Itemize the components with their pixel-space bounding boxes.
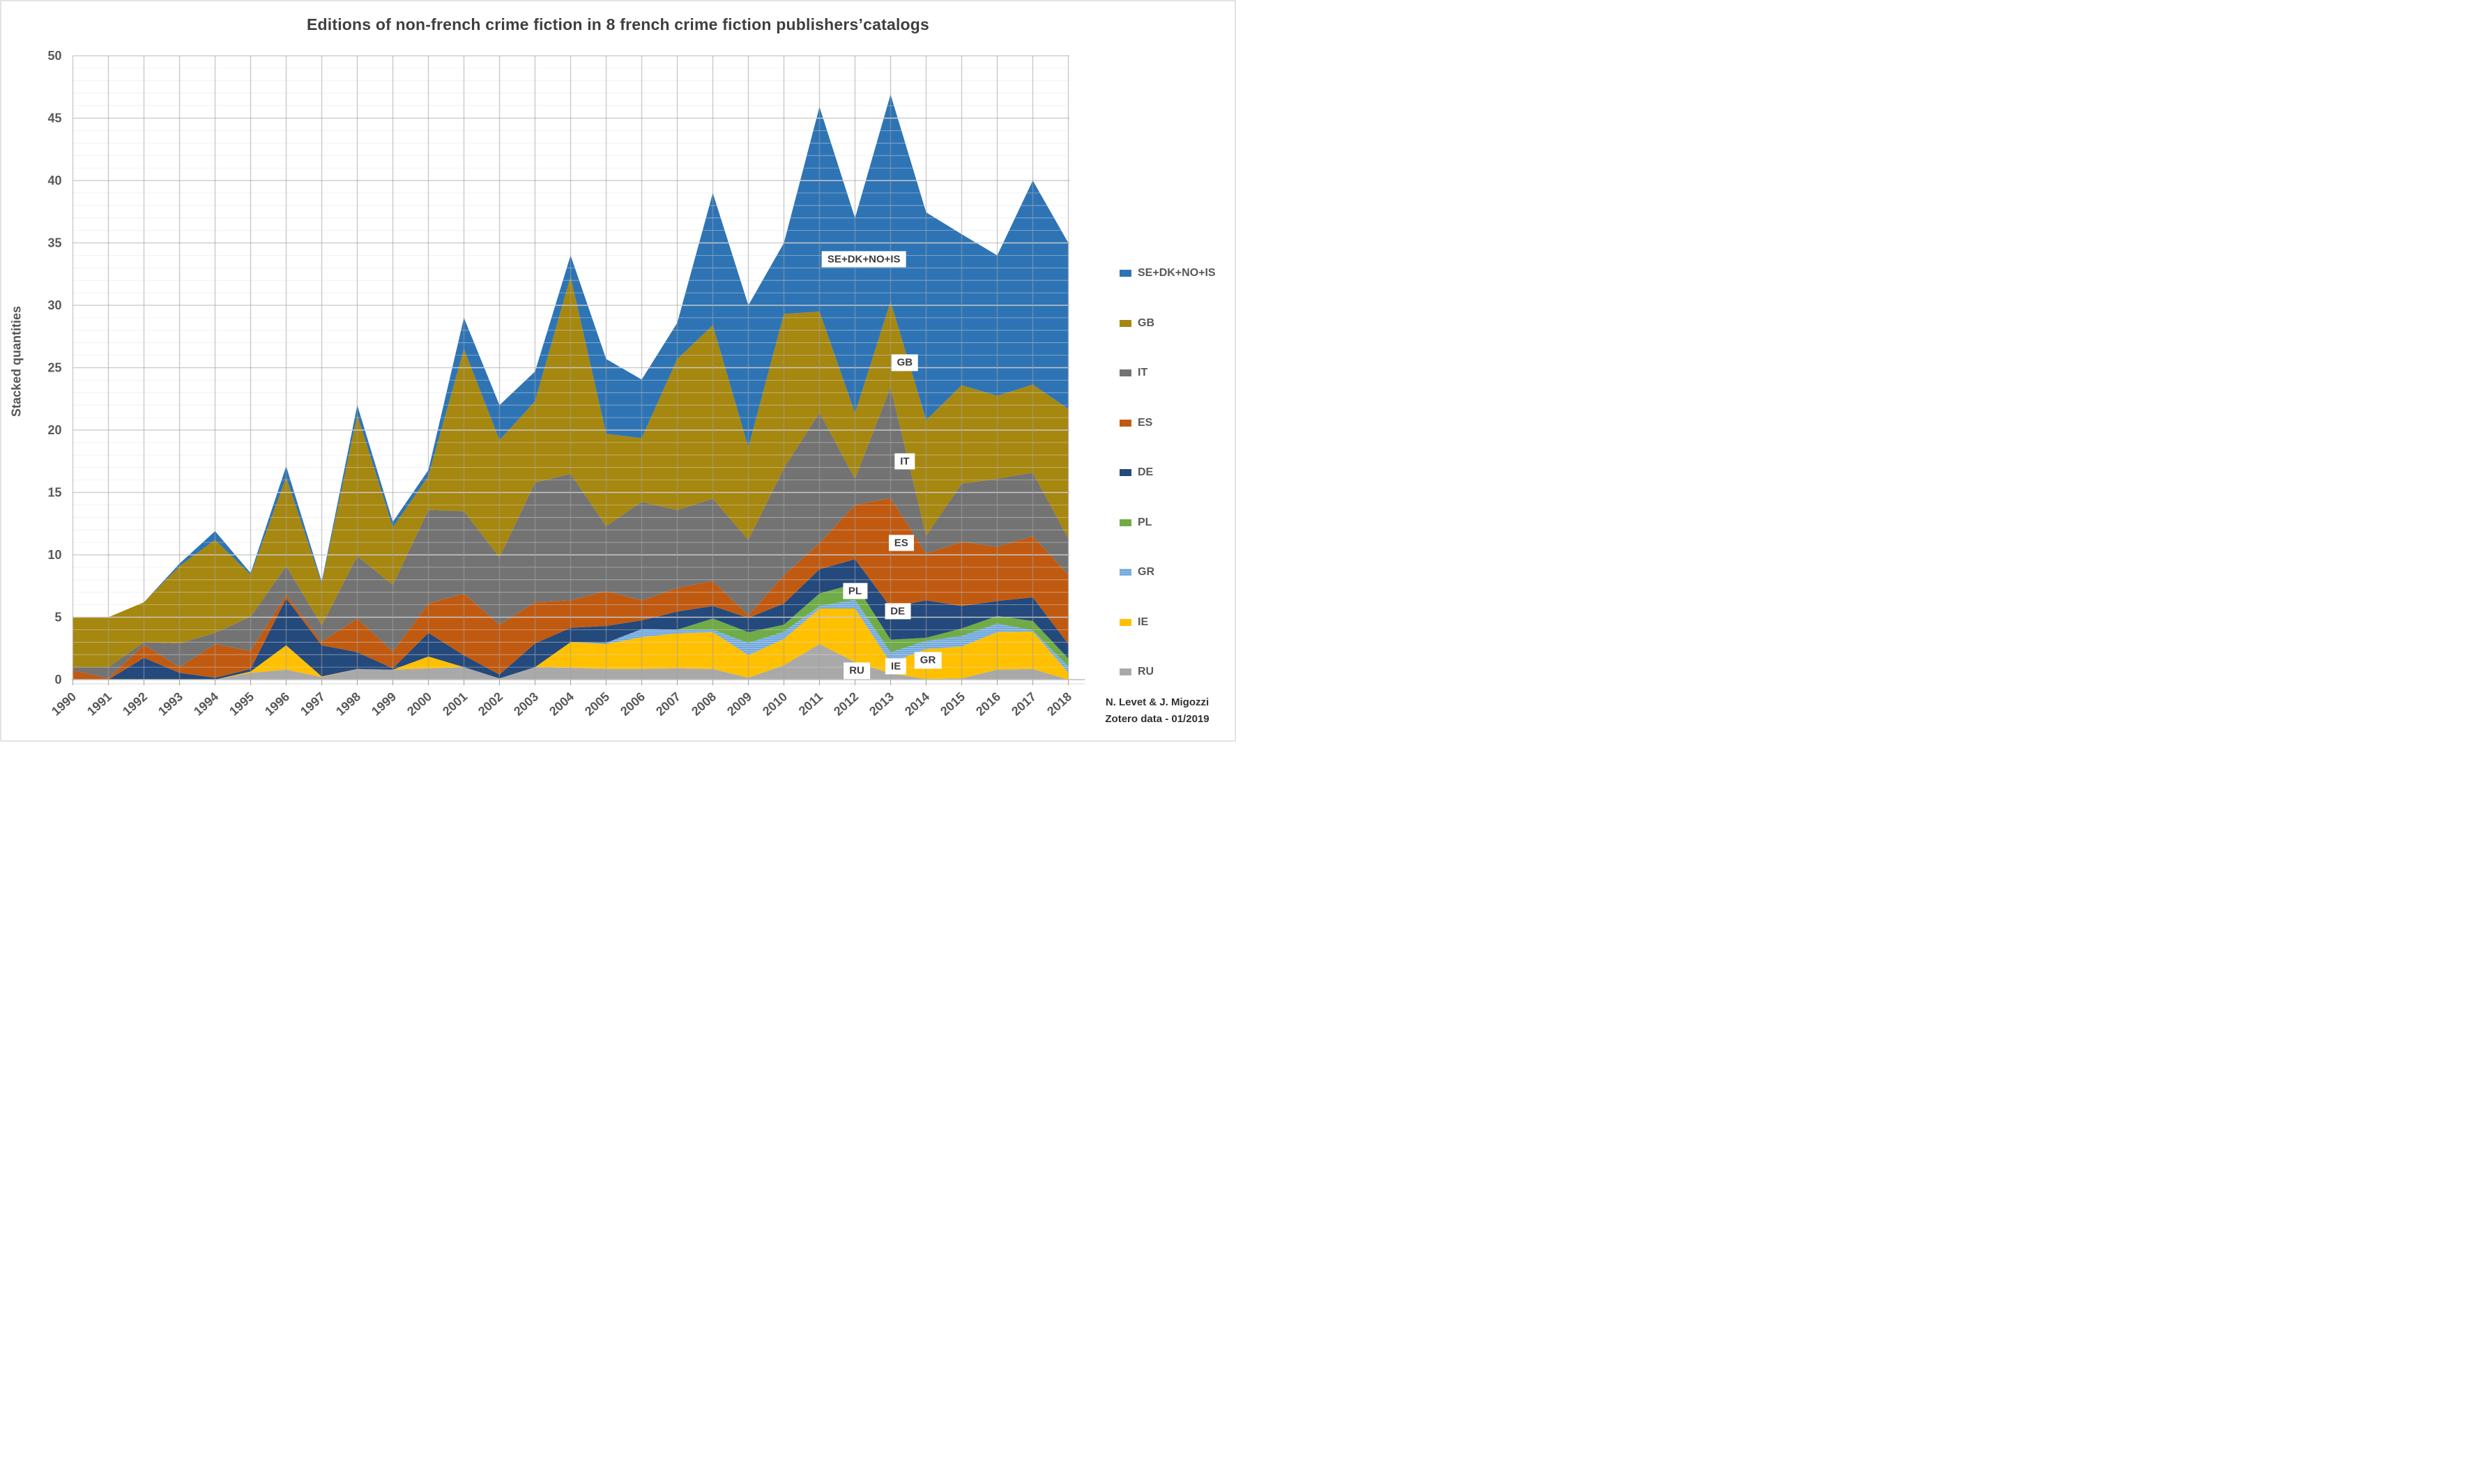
- svg-text:1997: 1997: [298, 689, 328, 719]
- svg-text:15: 15: [47, 486, 61, 500]
- svg-text:1998: 1998: [333, 689, 363, 719]
- legend-item-PL: PL: [1120, 516, 1152, 530]
- chart-canvas: { "title": "Editions of non-french crime…: [0, 0, 1236, 742]
- legend-item-IE: IE: [1120, 615, 1148, 629]
- svg-text:0: 0: [54, 673, 61, 687]
- svg-text:2015: 2015: [938, 689, 968, 719]
- svg-text:2009: 2009: [724, 689, 754, 719]
- svg-text:20: 20: [47, 423, 61, 437]
- svg-text:40: 40: [47, 174, 61, 188]
- y-axis-tick-labels: 0 5 10 15 20 25 30 35 40 45 50: [47, 49, 61, 687]
- series-label-IE: IE: [885, 658, 907, 675]
- legend-swatch-GR: [1120, 569, 1131, 576]
- legend-label: IE: [1138, 615, 1149, 628]
- axes: [71, 679, 1085, 685]
- legend-swatch-ES: [1120, 419, 1131, 427]
- svg-text:1994: 1994: [191, 689, 221, 719]
- legend-label: GB: [1138, 316, 1154, 329]
- stacked-area-plot: 0 5 10 15 20 25 30 35 40 45 50 1990 1991 1992 1993 1994…: [47, 49, 1085, 719]
- svg-text:1999: 1999: [369, 689, 399, 719]
- legend-swatch-SE-DK-NO-IS: [1120, 270, 1131, 277]
- svg-text:2002: 2002: [475, 689, 505, 719]
- series-label-DE: DE: [885, 602, 911, 620]
- svg-text:2018: 2018: [1044, 689, 1074, 719]
- svg-text:2000: 2000: [404, 689, 434, 719]
- series-label-GR: GR: [914, 652, 942, 668]
- svg-text:2014: 2014: [902, 689, 932, 719]
- legend-label: PL: [1138, 516, 1152, 528]
- svg-text:2013: 2013: [867, 689, 897, 719]
- svg-text:2001: 2001: [440, 689, 470, 719]
- svg-text:1993: 1993: [155, 689, 185, 719]
- svg-text:50: 50: [47, 49, 61, 63]
- svg-text:45: 45: [47, 112, 61, 125]
- legend-label: ES: [1138, 416, 1153, 429]
- svg-text:2008: 2008: [689, 689, 719, 719]
- series-label-IT: IT: [894, 453, 915, 470]
- legend-swatch-IT: [1120, 369, 1131, 376]
- legend-item-GR: GR: [1120, 565, 1154, 579]
- svg-text:5: 5: [54, 611, 61, 625]
- legend-swatch-DE: [1120, 469, 1131, 476]
- attribution: N. Levet & J. Migozzi Zotero data - 01/2…: [1084, 694, 1230, 728]
- svg-text:2007: 2007: [653, 689, 683, 719]
- series-label-ES: ES: [888, 535, 914, 551]
- svg-text:2010: 2010: [760, 689, 790, 719]
- svg-text:2011: 2011: [796, 689, 825, 718]
- legend-item-GB: GB: [1120, 316, 1154, 330]
- gridlines: [72, 55, 1070, 680]
- svg-text:1990: 1990: [49, 689, 79, 719]
- legend-item-IT: IT: [1120, 366, 1147, 380]
- legend-item-DE: DE: [1120, 466, 1153, 480]
- attribution-line2: Zotero data - 01/2019: [1105, 713, 1210, 725]
- legend-label: SE+DK+NO+IS: [1138, 267, 1216, 279]
- series-label-SE-DK-NO-IS: SE+DK+NO+IS: [821, 251, 906, 268]
- svg-text:2003: 2003: [511, 689, 541, 719]
- legend-item-ES: ES: [1120, 416, 1152, 430]
- svg-text:2005: 2005: [582, 689, 612, 719]
- series-label-GB: GB: [891, 354, 919, 371]
- svg-text:1996: 1996: [262, 689, 292, 719]
- svg-text:1991: 1991: [84, 689, 114, 719]
- legend-swatch-IE: [1120, 618, 1131, 626]
- series-label-PL: PL: [842, 583, 868, 599]
- svg-text:35: 35: [47, 236, 61, 250]
- svg-text:1995: 1995: [227, 689, 257, 719]
- svg-text:2004: 2004: [547, 689, 577, 719]
- svg-text:2017: 2017: [1009, 689, 1039, 719]
- svg-text:30: 30: [47, 298, 61, 312]
- svg-text:2016: 2016: [973, 689, 1003, 719]
- attribution-line1: N. Levet & J. Migozzi: [1105, 696, 1210, 708]
- x-axis-tick-labels: 1990 1991 1992 1993 1994 1995 1996 1997 1998 1999…: [49, 689, 1074, 719]
- svg-text:2006: 2006: [618, 689, 648, 719]
- svg-text:10: 10: [47, 548, 61, 562]
- series-label-RU: RU: [844, 662, 870, 680]
- svg-text:1992: 1992: [120, 689, 150, 719]
- legend-item-RU: RU: [1120, 665, 1154, 679]
- legend-swatch-GB: [1120, 319, 1131, 327]
- chart-title: Editions of non-french crime fiction in …: [306, 15, 930, 33]
- legend-label: DE: [1138, 466, 1154, 478]
- svg-text:2012: 2012: [831, 689, 861, 719]
- legend-item-SE-DK-NO-IS: SE+DK+NO+IS: [1120, 266, 1216, 280]
- legend-swatch-RU: [1120, 668, 1131, 675]
- legend-swatch-PL: [1120, 519, 1131, 526]
- legend-label: RU: [1138, 666, 1154, 678]
- legend-label: IT: [1138, 367, 1148, 378]
- legend-label: GR: [1138, 566, 1154, 578]
- svg-text:25: 25: [47, 361, 61, 375]
